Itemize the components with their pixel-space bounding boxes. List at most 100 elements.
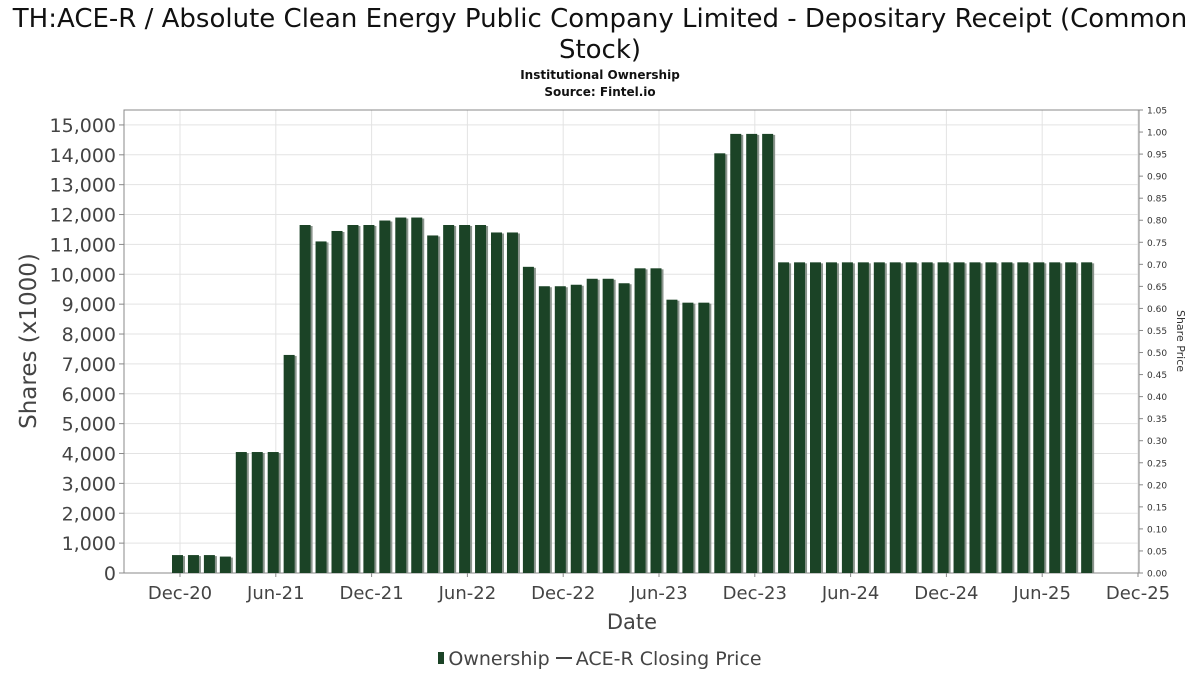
ownership-bar: [251, 452, 263, 573]
ownership-bar: [921, 262, 933, 573]
y-tick-label: 14,000: [50, 145, 116, 167]
y-tick-label: 7,000: [62, 354, 116, 376]
ownership-bar: [459, 225, 471, 573]
ownership-bar: [1081, 262, 1093, 573]
ownership-bar: [969, 262, 981, 573]
ownership-bar: [873, 262, 885, 573]
y-tick-label: 12,000: [50, 205, 116, 227]
ownership-bar: [985, 262, 997, 573]
x-tick-label: Jun-21: [246, 583, 305, 604]
legend: Ownership ACE-R Closing Price: [0, 648, 1200, 670]
ownership-bar: [331, 230, 343, 573]
ownership-bar: [506, 232, 518, 574]
y2-tick-label: 0.70: [1147, 261, 1167, 271]
ownership-bar: [746, 133, 758, 573]
ownership-bar: [379, 220, 391, 573]
price-legend-line: [555, 657, 572, 659]
ownership-bar: [602, 278, 614, 573]
y2-tick-label: 0.00: [1147, 570, 1167, 580]
x-axis-label: Date: [607, 610, 657, 634]
y-tick-label: 2,000: [62, 503, 116, 525]
y2-axis-label: Share Price: [1174, 310, 1187, 372]
ownership-bar: [554, 286, 566, 573]
x-tick-label: Jun-24: [821, 583, 880, 604]
ownership-bar: [235, 452, 247, 573]
y2-tick-label: 0.25: [1147, 459, 1167, 469]
ownership-bar: [586, 278, 598, 573]
ownership-bar: [363, 225, 375, 573]
ownership-bar: [267, 452, 279, 573]
x-tick-label: Dec-24: [914, 583, 978, 604]
ownership-bar: [299, 225, 311, 573]
legend-price: ACE-R Closing Price: [575, 648, 762, 670]
y2-tick-label: 0.40: [1147, 393, 1167, 403]
ownership-bar: [187, 555, 199, 573]
ownership-bar: [395, 217, 407, 574]
ownership-bar: [634, 268, 646, 573]
y2-tick-label: 0.95: [1147, 151, 1167, 161]
x-tick-label: Dec-22: [531, 583, 595, 604]
ownership-bar: [650, 268, 662, 573]
y2-axis-ticks: 0.00 0.05 0.10 0.15 0.20 0.25 0.30 0.35 0.40 0.45…: [1139, 107, 1167, 580]
y-tick-label: 1,000: [62, 533, 116, 555]
y-tick-label: 13,000: [50, 175, 116, 197]
ownership-bar: [778, 262, 790, 573]
y2-tick-label: 0.65: [1147, 283, 1167, 293]
y2-tick-label: 0.60: [1147, 305, 1167, 315]
y2-tick-label: 0.45: [1147, 371, 1167, 381]
ownership-bar: [762, 133, 774, 573]
y2-tick-label: 0.50: [1147, 349, 1167, 359]
ownership-bar: [794, 262, 806, 573]
ownership-bar: [283, 354, 295, 573]
y2-tick-label: 0.20: [1147, 481, 1167, 491]
y2-tick-label: 1.05: [1147, 107, 1167, 117]
y2-tick-label: 0.35: [1147, 415, 1167, 425]
y2-tick-label: 0.30: [1147, 437, 1167, 447]
ownership-bar: [714, 153, 726, 573]
y2-tick-label: 0.85: [1147, 195, 1167, 205]
ownership-bar: [682, 302, 694, 573]
ownership-bar: [1049, 262, 1061, 573]
x-axis-ticks: Dec-20 Jun-21 Dec-21 Jun-22 Dec-22 Jun-23 Dec-…: [148, 573, 1170, 604]
ownership-bar: [810, 262, 821, 573]
chart-title: TH:ACE-R / Absolute Clean Energy Public …: [12, 4, 1188, 65]
ownership-bar: [570, 284, 582, 573]
ownership-bar: [1001, 262, 1013, 573]
ownership-bar: [666, 299, 678, 573]
y-tick-label: 6,000: [62, 384, 116, 406]
ownership-bar: [841, 262, 853, 573]
ownership-bar: [172, 555, 183, 573]
chart-source: Source: Fintel.io: [544, 85, 656, 99]
ownership-bar: [411, 217, 423, 574]
ownership-legend-swatch: [438, 652, 445, 664]
y2-tick-label: 0.75: [1147, 239, 1167, 249]
y2-tick-label: 0.80: [1147, 217, 1167, 227]
y-tick-label: 3,000: [62, 473, 116, 495]
ownership-bar: [475, 225, 487, 573]
ownership-bar: [905, 262, 917, 573]
ownership-bar: [203, 555, 215, 573]
y2-tick-label: 0.15: [1147, 503, 1167, 513]
ownership-bar: [825, 262, 837, 573]
x-tick-label: Jun-22: [438, 583, 497, 604]
x-tick-label: Dec-25: [1106, 583, 1170, 604]
ownership-bar: [427, 235, 439, 573]
y2-tick-label: 0.05: [1147, 547, 1167, 557]
y-axis-label: Shares (x1000): [16, 253, 42, 429]
y-tick-label: 0: [104, 563, 116, 585]
chart-subtitle: Institutional Ownership: [520, 68, 680, 82]
y-tick-label: 4,000: [62, 444, 116, 466]
x-tick-label: Jun-23: [629, 583, 688, 604]
ownership-bar: [1017, 262, 1029, 573]
ownership-bar: [698, 302, 710, 573]
x-tick-label: Dec-20: [148, 583, 212, 604]
ownership-bar: [538, 286, 550, 573]
ownership-bar: [937, 262, 949, 573]
ownership-bars: [172, 133, 1095, 574]
y-tick-label: 9,000: [62, 294, 116, 316]
ownership-bar: [730, 133, 742, 573]
x-tick-label: Jun-25: [1012, 583, 1071, 604]
y2-tick-label: 0.55: [1147, 327, 1167, 337]
x-tick-label: Dec-23: [723, 583, 787, 604]
